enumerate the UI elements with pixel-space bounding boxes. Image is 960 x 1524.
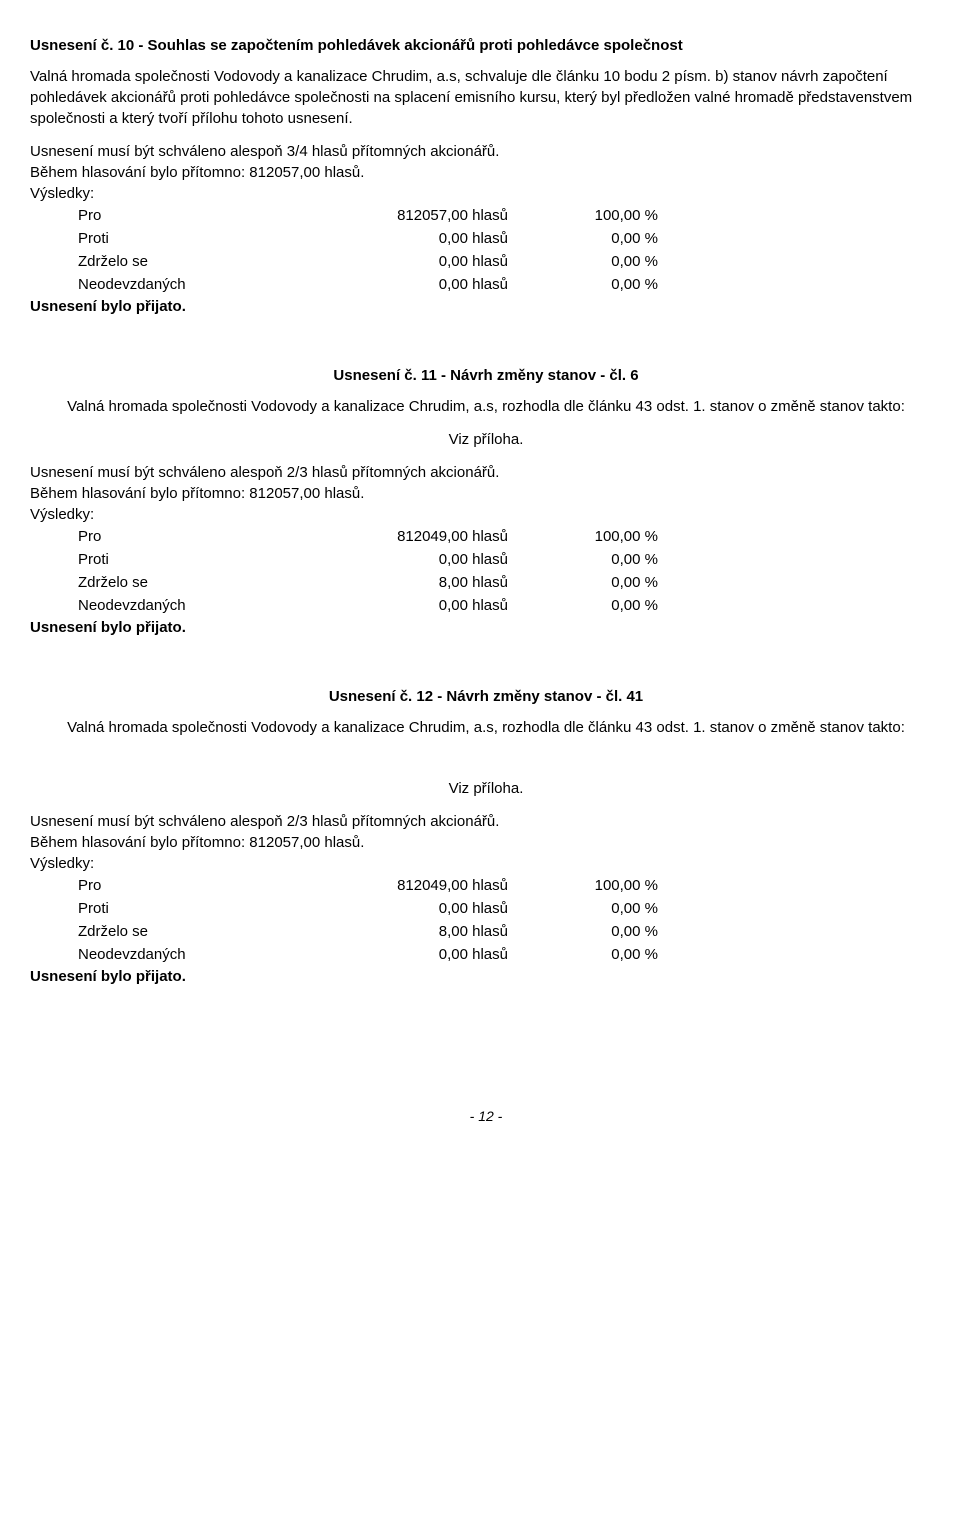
row-value: 0,00 hlasů xyxy=(278,548,508,571)
res12-present: Během hlasování bylo přítomno: 812057,00… xyxy=(30,832,942,853)
row-value: 0,00 hlasů xyxy=(278,227,508,250)
row-value: 8,00 hlasů xyxy=(278,571,508,594)
row-label: Zdrželo se xyxy=(78,920,278,943)
table-row: Neodevzdaných 0,00 hlasů 0,00 % xyxy=(78,273,658,296)
row-value: 0,00 hlasů xyxy=(278,594,508,617)
row-pct: 100,00 % xyxy=(508,204,658,227)
row-value: 812057,00 hlasů xyxy=(278,204,508,227)
page-number: - 12 - xyxy=(30,1107,942,1127)
res12-adopted: Usnesení bylo přijato. xyxy=(30,966,942,987)
res11-attachment: Viz příloha. xyxy=(30,429,942,450)
row-label: Proti xyxy=(78,227,278,250)
row-pct: 100,00 % xyxy=(508,874,658,897)
res11-present: Během hlasování bylo přítomno: 812057,00… xyxy=(30,483,942,504)
row-label: Neodevzdaných xyxy=(78,943,278,966)
table-row: Neodevzdaných 0,00 hlasů 0,00 % xyxy=(78,594,658,617)
row-label: Zdrželo se xyxy=(78,250,278,273)
res10-results-table: Pro 812057,00 hlasů 100,00 % Proti 0,00 … xyxy=(78,204,658,296)
res11-results-label: Výsledky: xyxy=(30,504,942,525)
table-row: Zdrželo se 8,00 hlasů 0,00 % xyxy=(78,920,658,943)
table-row: Neodevzdaných 0,00 hlasů 0,00 % xyxy=(78,943,658,966)
row-pct: 0,00 % xyxy=(508,571,658,594)
res11-title: Usnesení č. 11 - Návrh změny stanov - čl… xyxy=(30,365,942,386)
row-value: 0,00 hlasů xyxy=(278,943,508,966)
row-value: 0,00 hlasů xyxy=(278,897,508,920)
row-label: Proti xyxy=(78,548,278,571)
table-row: Pro 812049,00 hlasů 100,00 % xyxy=(78,525,658,548)
table-row: Proti 0,00 hlasů 0,00 % xyxy=(78,897,658,920)
row-label: Neodevzdaných xyxy=(78,273,278,296)
row-value: 812049,00 hlasů xyxy=(278,525,508,548)
res12-results-table: Pro 812049,00 hlasů 100,00 % Proti 0,00 … xyxy=(78,874,658,966)
row-value: 8,00 hlasů xyxy=(278,920,508,943)
resolution-11: Usnesení č. 11 - Návrh změny stanov - čl… xyxy=(30,365,942,638)
table-row: Pro 812049,00 hlasů 100,00 % xyxy=(78,874,658,897)
res10-approval: Usnesení musí být schváleno alespoň 3/4 … xyxy=(30,141,942,162)
res10-title: Usnesení č. 10 - Souhlas se započtením p… xyxy=(30,35,942,56)
table-row: Proti 0,00 hlasů 0,00 % xyxy=(78,548,658,571)
row-label: Pro xyxy=(78,204,278,227)
res10-adopted: Usnesení bylo přijato. xyxy=(30,296,942,317)
row-pct: 0,00 % xyxy=(508,943,658,966)
row-value: 0,00 hlasů xyxy=(278,273,508,296)
res10-results-label: Výsledky: xyxy=(30,183,942,204)
row-label: Pro xyxy=(78,874,278,897)
row-label: Proti xyxy=(78,897,278,920)
row-label: Pro xyxy=(78,525,278,548)
row-label: Zdrželo se xyxy=(78,571,278,594)
resolution-12: Usnesení č. 12 - Návrh změny stanov - čl… xyxy=(30,686,942,987)
res12-results-label: Výsledky: xyxy=(30,853,942,874)
row-pct: 0,00 % xyxy=(508,250,658,273)
row-pct: 0,00 % xyxy=(508,594,658,617)
resolution-10: Usnesení č. 10 - Souhlas se započtením p… xyxy=(30,35,942,317)
res10-present: Během hlasování bylo přítomno: 812057,00… xyxy=(30,162,942,183)
row-label: Neodevzdaných xyxy=(78,594,278,617)
res11-results-table: Pro 812049,00 hlasů 100,00 % Proti 0,00 … xyxy=(78,525,658,617)
row-pct: 0,00 % xyxy=(508,548,658,571)
res11-adopted: Usnesení bylo přijato. xyxy=(30,617,942,638)
row-pct: 0,00 % xyxy=(508,227,658,250)
res12-intro: Valná hromada společnosti Vodovody a kan… xyxy=(30,717,942,738)
res12-attachment: Viz příloha. xyxy=(30,778,942,799)
row-value: 0,00 hlasů xyxy=(278,250,508,273)
res12-approval: Usnesení musí být schváleno alespoň 2/3 … xyxy=(30,811,942,832)
table-row: Zdrželo se 0,00 hlasů 0,00 % xyxy=(78,250,658,273)
res11-intro: Valná hromada společnosti Vodovody a kan… xyxy=(30,396,942,417)
row-pct: 0,00 % xyxy=(508,920,658,943)
row-value: 812049,00 hlasů xyxy=(278,874,508,897)
table-row: Pro 812057,00 hlasů 100,00 % xyxy=(78,204,658,227)
row-pct: 0,00 % xyxy=(508,273,658,296)
table-row: Proti 0,00 hlasů 0,00 % xyxy=(78,227,658,250)
res10-intro: Valná hromada společnosti Vodovody a kan… xyxy=(30,66,942,129)
row-pct: 100,00 % xyxy=(508,525,658,548)
spacer xyxy=(30,750,942,778)
table-row: Zdrželo se 8,00 hlasů 0,00 % xyxy=(78,571,658,594)
row-pct: 0,00 % xyxy=(508,897,658,920)
res11-approval: Usnesení musí být schváleno alespoň 2/3 … xyxy=(30,462,942,483)
res12-title: Usnesení č. 12 - Návrh změny stanov - čl… xyxy=(30,686,942,707)
